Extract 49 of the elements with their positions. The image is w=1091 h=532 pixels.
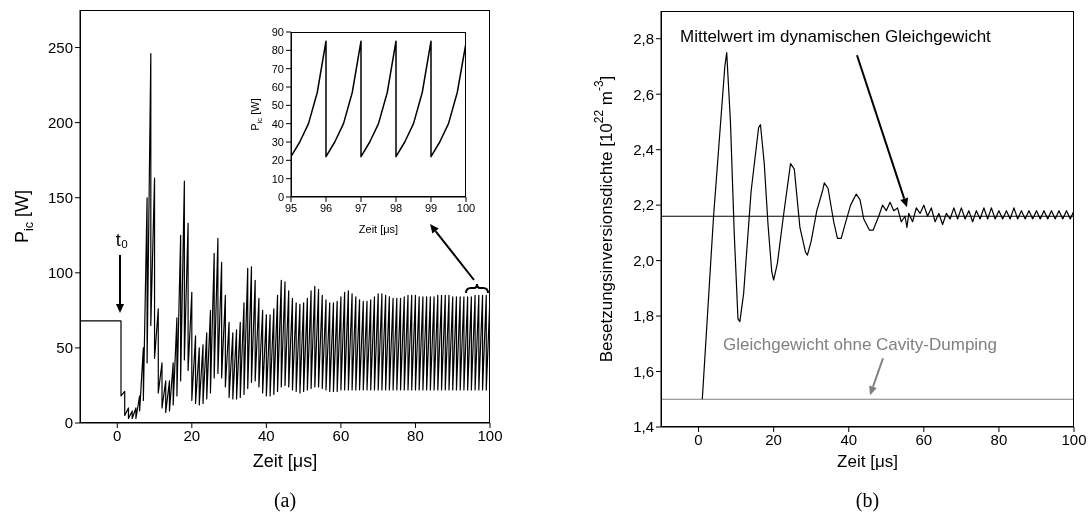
x-tick-label: 80 [407,426,424,444]
y-tick-label: 30 [271,135,284,148]
y-tick-label: 50 [271,99,284,112]
y-tick-label: 20 [271,154,284,167]
x-axis-title: Zeit [μs] [252,451,318,471]
x-axis-title: Zeit [μs] [358,223,399,235]
y-tick-label: 90 [271,25,284,38]
x-tick-label: 20 [765,430,782,448]
x-tick-label: 98 [389,201,403,214]
y-tick-label: 0 [64,414,73,432]
y-tick-label: 2,0 [633,251,654,269]
x-tick-label: 60 [332,426,350,444]
y-tick-label: 1,8 [633,307,654,325]
y-tick-label: 50 [56,339,73,357]
ref-line-label: Gleichgewicht ohne Cavity-Dumping [723,335,998,355]
y-tick-label: 100 [47,264,73,282]
y-tick-label: 150 [47,189,73,207]
y-tick-label: 60 [271,80,284,93]
text: (b) [854,489,881,512]
ref-line-label: Mittelwert im dynamischen Gleichgewicht [680,27,992,47]
x-tick-label: 99 [424,201,438,214]
annotation: t₀ [115,230,129,250]
y-tick-label: 200 [47,113,73,131]
x-tick-label: 100 [456,201,476,214]
x-axis-title: Zeit [μs] [837,452,898,471]
x-tick-label: 100 [477,426,503,444]
x-tick-label: 60 [915,430,933,448]
y-tick-label: 40 [271,117,284,130]
y-tick-label: 2,8 [633,30,654,48]
y-tick-label: 2,6 [633,85,654,103]
y-tick-label: 70 [271,62,284,75]
x-tick-label: 0 [694,430,703,448]
y-tick-label: 2,2 [633,196,654,214]
x-tick-label: 40 [840,430,858,448]
y-tick-label: 2,4 [633,140,654,158]
text: (a) [272,489,298,512]
y-tick-label: 10 [271,172,284,185]
y-tick-label: 250 [47,38,73,56]
x-tick-label: 80 [990,430,1008,448]
y-tick-label: 1,4 [633,418,654,436]
x-tick-label: 0 [113,426,122,444]
x-tick-label: 96 [319,201,333,214]
x-tick-label: 100 [1061,430,1087,448]
x-tick-label: 20 [183,426,201,444]
x-tick-label: 95 [284,201,298,214]
x-tick-label: 97 [354,201,368,214]
y-tick-label: 0 [277,190,284,203]
y-tick-label: 80 [271,44,284,57]
y-tick-label: 1,6 [633,362,654,380]
